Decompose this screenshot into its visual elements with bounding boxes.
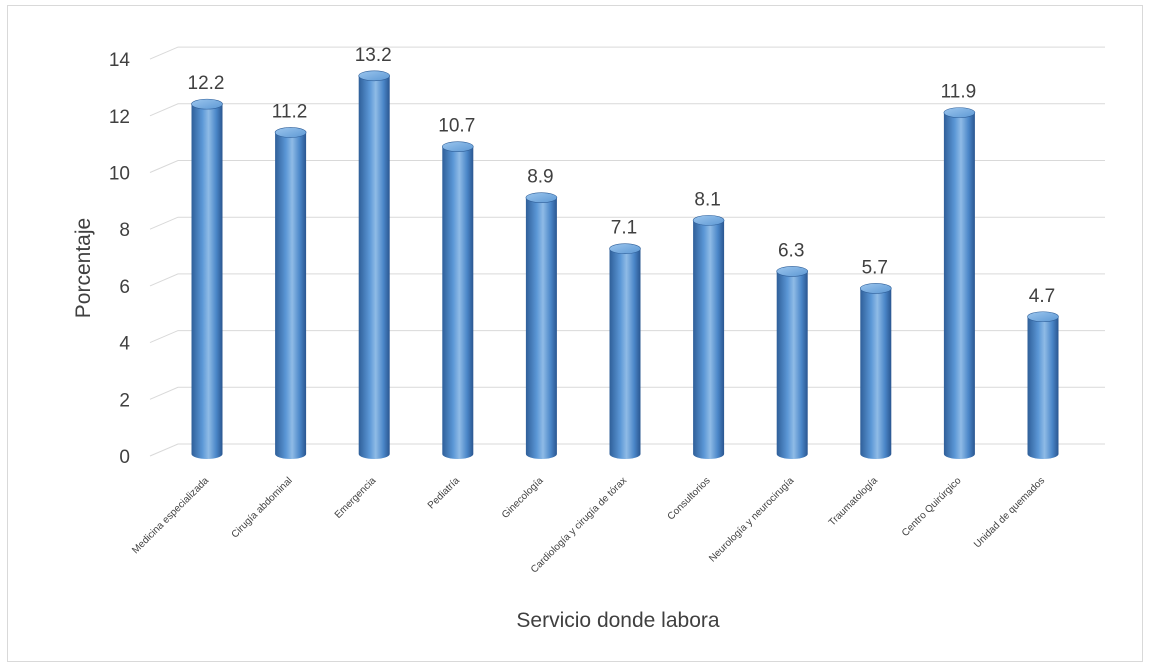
data-label: 8.1 [694, 189, 720, 210]
gridline [149, 103, 1105, 117]
y-tick-label: 6 [119, 277, 130, 298]
y-tick-label: 14 [109, 50, 131, 71]
bar [191, 98, 223, 459]
bar [1027, 311, 1059, 459]
bar-body [1027, 316, 1059, 459]
bar-top [1027, 311, 1059, 323]
data-label: 11.2 [272, 101, 308, 122]
bar-body [275, 132, 307, 459]
data-label: 4.7 [1029, 286, 1055, 307]
y-tick-label: 8 [119, 220, 130, 241]
gridline [149, 216, 1105, 230]
bar-top [692, 215, 725, 226]
bar [525, 192, 558, 459]
gridlines [149, 46, 1105, 457]
data-labels: 12.2 11.2 13.2 10.7 8.9 7.1 8.1 6.3 5.7 11.9 4.7 [188, 45, 1056, 307]
x-tick-label: Neurología y neurocirugía [707, 475, 796, 564]
bar-body [442, 146, 474, 459]
x-tick-label: Medicina especializada [130, 475, 211, 556]
bar-top [776, 266, 809, 277]
y-tick-label: 2 [119, 390, 130, 411]
bar-body [693, 220, 725, 459]
x-tick-label: Emergencia [333, 475, 379, 521]
data-label: 7.1 [611, 218, 637, 239]
gridline [149, 160, 1105, 173]
bar-top [358, 70, 391, 82]
y-axis-ticks: 0 2 4 6 8 10 12 14 [109, 50, 131, 468]
data-label: 13.2 [355, 45, 392, 66]
bar [609, 243, 641, 459]
x-tick-label: Pediatría [426, 475, 462, 511]
bar-top [859, 283, 892, 294]
bar-body [525, 197, 557, 459]
bar [859, 283, 892, 459]
bar-top [609, 243, 641, 255]
x-tick-label: Traumatología [827, 475, 880, 528]
y-tick-label: 0 [119, 447, 130, 468]
bar [274, 127, 307, 459]
bar-body [609, 248, 641, 459]
x-tick-label: Unidad de quemados [972, 475, 1047, 550]
data-label: 8.9 [527, 167, 553, 188]
data-label: 6.3 [778, 240, 804, 261]
data-label: 5.7 [862, 257, 888, 278]
x-tick-label: Cirugía abdominal [230, 475, 295, 540]
bar-chart: 0 2 4 6 8 10 12 14 12.2 11.2 13.2 10.7 8.9 7.1 8.1 6.3… [72, 45, 1105, 632]
gridline [149, 46, 1105, 60]
bar-body [358, 75, 390, 459]
bar [441, 141, 474, 459]
bar-body [776, 271, 808, 459]
x-axis-ticks: Medicina especializada Cirugía abdominal E… [130, 475, 1047, 575]
bar [943, 107, 976, 459]
bar-top [441, 141, 474, 152]
data-label: 11.9 [941, 82, 977, 103]
bar [358, 70, 391, 459]
x-tick-label: Ginecología [500, 475, 546, 521]
data-label: 12.2 [188, 73, 225, 94]
bar-top [274, 127, 307, 138]
x-tick-label: Centro Quirúrgico [900, 475, 964, 539]
bar [692, 215, 725, 459]
data-label: 10.7 [438, 116, 475, 137]
bar-top [191, 98, 223, 110]
bars [191, 70, 1059, 459]
bar [776, 266, 809, 459]
bar-body [943, 112, 975, 459]
y-tick-label: 10 [109, 164, 130, 185]
y-tick-label: 4 [119, 334, 130, 355]
x-tick-label: Cardiología y cirugía de tórax [529, 475, 629, 575]
y-axis-title: Porcentaje [72, 218, 95, 318]
bar-top [943, 107, 976, 118]
bar-top [525, 192, 558, 203]
bar-body [191, 104, 223, 459]
x-tick-label: Consultorios [666, 475, 713, 522]
y-tick-label: 12 [109, 107, 130, 128]
chart-frame: 0 2 4 6 8 10 12 14 12.2 11.2 13.2 10.7 8.9 7.1 8.1 6.3… [7, 5, 1143, 662]
bar-body [860, 288, 892, 459]
x-axis-title: Servicio donde labora [516, 609, 719, 632]
